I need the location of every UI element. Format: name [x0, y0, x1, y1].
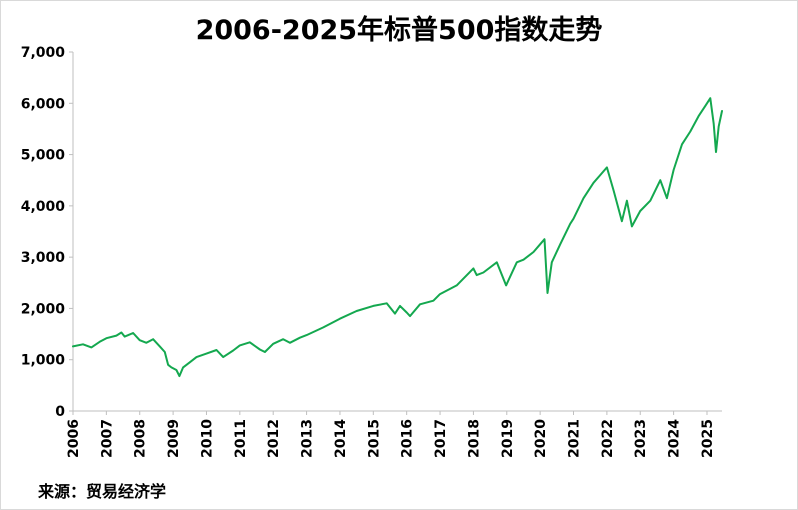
chart-title: 2006-2025年标普500指数走势 — [195, 15, 603, 46]
x-tick-label: 2022 — [600, 419, 616, 458]
y-tick-label: 0 — [55, 404, 65, 420]
y-tick-label: 7,000 — [21, 45, 66, 61]
x-tick-label: 2009 — [166, 419, 182, 458]
y-tick-label: 5,000 — [21, 148, 66, 164]
x-tick-label: 2012 — [266, 419, 282, 458]
x-axis-ticks: 2006 2007 2008 2009 2010 2011 2012 2013 2014 2015… — [66, 411, 716, 458]
axes — [72, 52, 722, 412]
x-tick-label: 2016 — [400, 419, 416, 458]
y-tick-label: 4,000 — [21, 199, 66, 215]
y-tick-label: 3,000 — [21, 250, 66, 266]
x-tick-label: 2019 — [500, 419, 516, 458]
x-tick-label: 2011 — [233, 419, 249, 458]
y-tick-label: 1,000 — [21, 353, 66, 369]
y-axis-ticks: 0 1,000 2,000 3,000 4,000 5,000 6,000 7,000 — [21, 45, 73, 420]
series-line — [72, 97, 723, 378]
x-tick-label: 2025 — [700, 419, 716, 458]
x-tick-label: 2010 — [199, 419, 215, 458]
y-tick-label: 6,000 — [21, 96, 66, 112]
x-tick-label: 2018 — [466, 419, 482, 458]
x-tick-label: 2021 — [567, 419, 583, 458]
x-tick-label: 2014 — [333, 419, 349, 458]
y-tick-label: 2,000 — [21, 301, 66, 317]
source-note: 来源：贸易经济学 — [38, 482, 167, 501]
x-tick-label: 2020 — [533, 419, 549, 458]
x-tick-label: 2023 — [633, 419, 649, 458]
x-tick-label: 2015 — [366, 419, 382, 458]
x-tick-label: 2008 — [133, 419, 149, 458]
series-group — [72, 97, 723, 378]
x-tick-label: 2013 — [300, 419, 316, 458]
x-tick-label: 2024 — [667, 419, 683, 458]
x-tick-label: 2007 — [99, 419, 115, 458]
x-tick-label: 2017 — [433, 419, 449, 458]
x-tick-label: 2006 — [66, 419, 82, 458]
